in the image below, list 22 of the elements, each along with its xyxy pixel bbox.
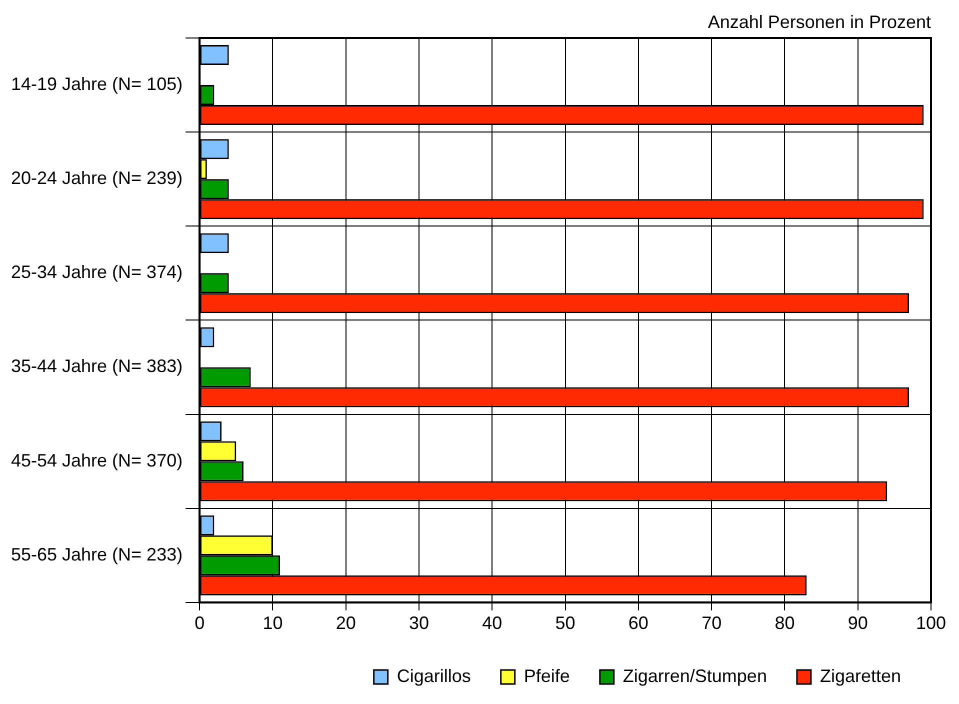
x-tick-label: 50 [555,613,576,634]
y-tick-label: 14-19 Jahre (N= 105) [10,74,183,94]
x-tick-label: 20 [336,613,356,634]
x-tick-label: 60 [628,613,648,634]
y-tick-label: 25-34 Jahre (N= 374) [10,262,183,282]
x-tick-label: 90 [848,613,868,634]
x-tick-label: 30 [409,613,430,634]
x-tick-label: 100 [916,613,946,634]
x-tick-label: 10 [262,613,283,634]
y-tick-label: 35-44 Jahre (N= 383) [10,356,183,376]
y-tick-label: 55-65 Jahre (N= 233) [10,544,183,564]
legend-label: Pfeife [524,666,570,686]
legend-label: Zigarren/Stumpen [622,666,767,686]
y-tick-label: 20-24 Jahre (N= 239) [10,168,183,188]
x-tick-label: 40 [482,613,502,634]
x-axis-title: Anzahl Personen in Prozent [708,12,931,32]
x-tick-label: 80 [774,613,795,634]
legend-label: Cigarillos [396,666,471,686]
x-tick-label: 70 [702,613,722,634]
legend-label: Zigaretten [820,666,902,686]
y-tick-label: 45-54 Jahre (N= 370) [10,450,183,470]
x-tick-label: 0 [194,613,205,634]
